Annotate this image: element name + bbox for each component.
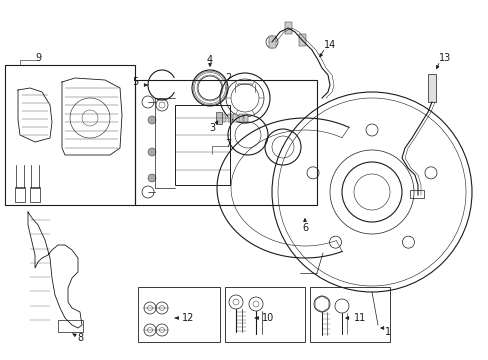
Bar [268,36,275,48]
Bar [232,114,237,122]
Text: 13: 13 [438,53,450,63]
Text: 6: 6 [301,223,307,233]
Text: 9: 9 [35,53,41,63]
Bar [15,187,25,202]
Bar [298,34,305,46]
Bar [138,287,220,342]
Text: 12: 12 [182,313,194,323]
Bar [175,105,229,185]
Circle shape [148,174,156,182]
Bar [222,114,225,122]
Circle shape [148,148,156,156]
Text: 10: 10 [262,313,274,323]
Text: 11: 11 [353,313,366,323]
Bar [309,287,389,342]
Bar [427,74,435,102]
Bar [216,112,222,124]
Text: 2: 2 [224,73,231,83]
Bar [5,65,135,205]
Bar [409,190,423,198]
Bar [244,114,247,122]
Bar [285,22,291,34]
Bar [30,187,40,202]
Bar [227,114,231,122]
Circle shape [148,116,156,124]
Bar [135,80,316,205]
Bar [58,320,83,332]
Text: 8: 8 [77,333,83,343]
Bar [238,114,242,122]
Text: 1: 1 [384,327,390,337]
Text: 7: 7 [224,139,231,149]
Text: 5: 5 [132,77,138,87]
Bar [224,287,305,342]
Text: 14: 14 [323,40,335,50]
Text: 4: 4 [206,55,213,65]
Text: 3: 3 [208,123,215,133]
